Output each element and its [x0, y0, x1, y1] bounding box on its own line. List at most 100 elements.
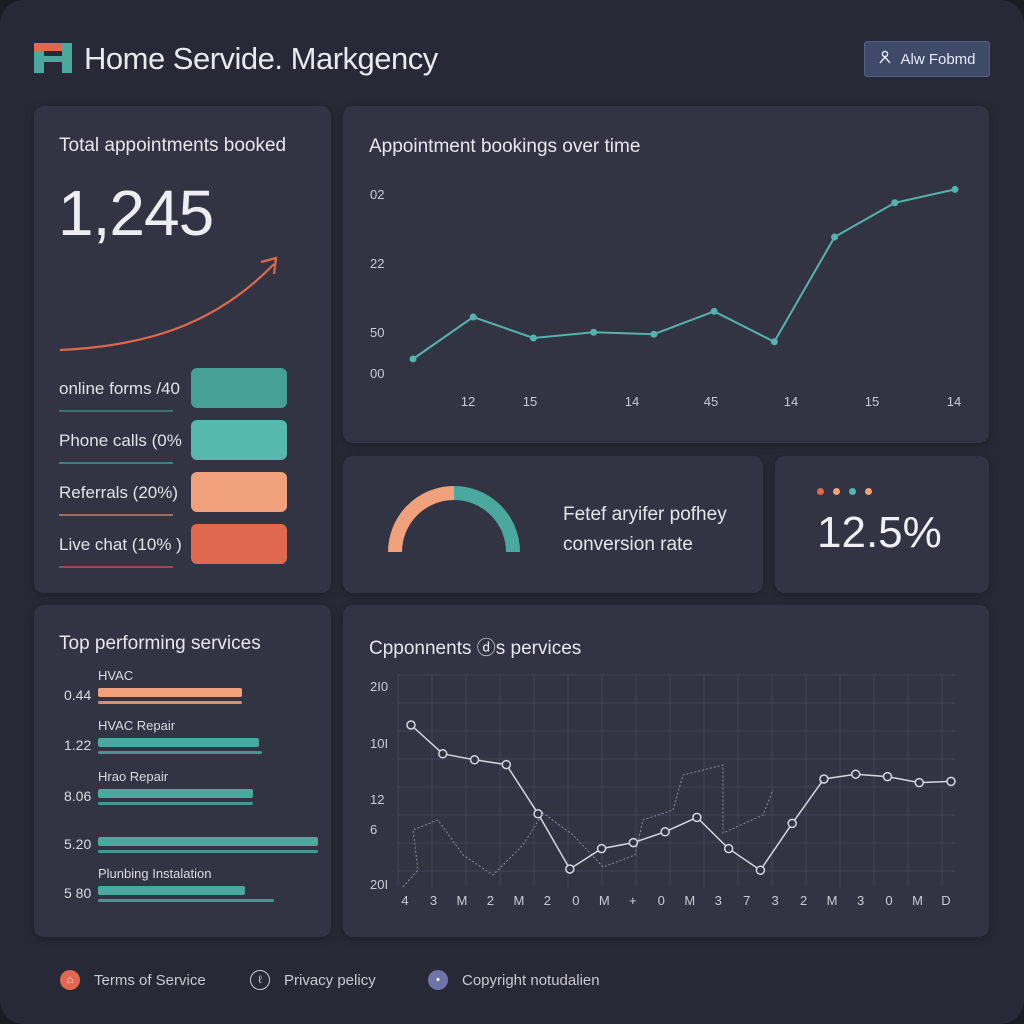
components-data-point — [533, 809, 543, 819]
y-tick-label: 20I — [370, 877, 388, 892]
services-card: Top performing services HVAC 0.44 HVAC Rep… — [34, 605, 331, 937]
source-underline — [59, 462, 173, 464]
x-tick-label: 0 — [885, 893, 892, 908]
footer-copyright-label: Copyright notudalien — [462, 971, 600, 989]
footer-terms-label: Terms of Service — [94, 971, 206, 989]
x-tick-label: 45 — [704, 394, 718, 409]
source-label: online forms /40 — [59, 379, 180, 398]
indicator-dot — [833, 488, 840, 495]
trend-arrow-icon — [59, 256, 278, 352]
map-texture — [402, 764, 774, 888]
source-bar — [191, 524, 287, 564]
service-sub-bar — [98, 850, 318, 853]
components-data-point — [819, 774, 829, 784]
service-sub-bar — [98, 751, 262, 754]
appointments-total: 1,245 — [58, 177, 214, 249]
x-tick-label: 14 — [625, 394, 639, 409]
service-bar — [98, 688, 242, 697]
x-tick-label: 2 — [544, 893, 551, 908]
y-tick-label: 50 — [370, 325, 384, 340]
x-tick-label: 3 — [715, 893, 722, 908]
components-data-point — [628, 837, 639, 848]
service-name: HVAC Repair — [98, 718, 176, 733]
x-tick-label: 12 — [461, 394, 475, 409]
x-tick-label: 0 — [658, 893, 665, 908]
source-underline — [59, 410, 173, 412]
bookings-card: Appointment bookings over time 02 22 50 00 1… — [343, 106, 989, 443]
bookings-data-point — [891, 199, 899, 207]
source-label: Phone calls (0% — [59, 431, 182, 450]
x-tick-label: M — [457, 893, 468, 908]
services-title: Top performing services — [59, 633, 261, 654]
bookings-data-point — [770, 338, 778, 346]
source-bar — [191, 420, 287, 460]
y-tick-label: 22 — [370, 256, 384, 271]
header-account-label: Alw Fobmd — [900, 50, 976, 68]
shield-icon: ⌂ — [60, 970, 80, 990]
bookings-data-point — [590, 328, 598, 336]
bookings-chart: 02 22 50 00 12 15 14 45 14 15 14 — [370, 185, 961, 409]
x-tick-label: M — [827, 893, 838, 908]
x-tick-label: 2 — [800, 893, 807, 908]
service-name: Hrao Repair — [98, 769, 169, 784]
components-data-point — [406, 720, 416, 730]
x-tick-label: 15 — [865, 394, 879, 409]
service-value: 0.44 — [64, 687, 92, 703]
components-data-point — [692, 812, 702, 823]
source-label: Live chat (10% ) — [59, 535, 182, 554]
service-bar — [98, 886, 245, 895]
components-series-line — [410, 724, 952, 872]
footer-terms-link[interactable]: ⌂ Terms of Service — [60, 970, 206, 990]
y-tick-label: 2I0 — [370, 679, 388, 694]
appointments-card: Total appointments booked 1,245 online f… — [34, 106, 331, 593]
copyright-icon: • — [428, 970, 448, 990]
x-tick-label: + — [629, 893, 637, 908]
header-account-button[interactable]: Alw Fobmd — [864, 41, 990, 77]
y-tick-label: 6 — [370, 822, 377, 837]
x-tick-label: 2 — [487, 893, 494, 908]
y-tick-label: 00 — [370, 366, 384, 381]
x-tick-label: 3 — [430, 893, 437, 908]
service-name: HVAC — [98, 668, 134, 683]
conversion-label: Fetef aryifer pofhey conversion rate — [563, 500, 727, 560]
bookings-data-point — [469, 313, 477, 321]
components-card: Cpponnents ⓓs pervices 2I0 10I 12 6 20I 4 3 M 2 M… — [343, 605, 989, 937]
service-value: 5 80 — [64, 885, 92, 901]
x-tick-label: 3 — [857, 893, 864, 908]
components-data-point — [787, 818, 797, 829]
indicator-dot — [817, 488, 824, 495]
bookings-data-point — [529, 334, 537, 342]
components-data-point — [565, 864, 575, 874]
footer-privacy-link[interactable]: ℓ Privacy pelicy — [250, 970, 376, 990]
header: Home Servide. Markgency Alw Fobmd — [34, 38, 990, 82]
x-tick-label: 4 — [401, 893, 408, 908]
x-tick-label: D — [941, 893, 950, 908]
y-tick-label: 10I — [370, 736, 388, 751]
components-data-point — [501, 759, 512, 770]
footer-copyright-link[interactable]: • Copyright notudalien — [428, 970, 600, 990]
service-value: 5.20 — [64, 836, 92, 852]
source-bar — [191, 368, 287, 408]
service-bar — [98, 738, 259, 747]
x-tick-label: M — [684, 893, 695, 908]
bookings-title: Appointment bookings over time — [369, 136, 641, 157]
service-sub-bar — [98, 899, 274, 902]
x-tick-label: 14 — [947, 394, 961, 409]
footer-privacy-label: Privacy pelicy — [284, 971, 376, 989]
bookings-data-point — [409, 355, 417, 363]
service-value: 8.06 — [64, 788, 92, 804]
components-chart: 2I0 10I 12 6 20I 4 3 M 2 M 2 0 M +0 M 3 7 3 2 M 3 0 M D — [370, 674, 956, 908]
bookings-data-point — [831, 233, 839, 241]
components-data-point — [850, 769, 861, 779]
x-tick-label: 0 — [572, 893, 579, 908]
service-bar — [98, 789, 253, 798]
conversion-label-line2: conversion rate — [563, 534, 693, 555]
components-data-point — [596, 843, 607, 854]
x-tick-label: M — [599, 893, 610, 908]
service-name: Plunbing Instalation — [98, 866, 212, 881]
bookings-series-line — [412, 188, 956, 360]
source-bar — [191, 472, 287, 512]
service-sub-bar — [98, 701, 242, 704]
components-data-point — [755, 865, 766, 875]
x-tick-label: 15 — [523, 394, 537, 409]
